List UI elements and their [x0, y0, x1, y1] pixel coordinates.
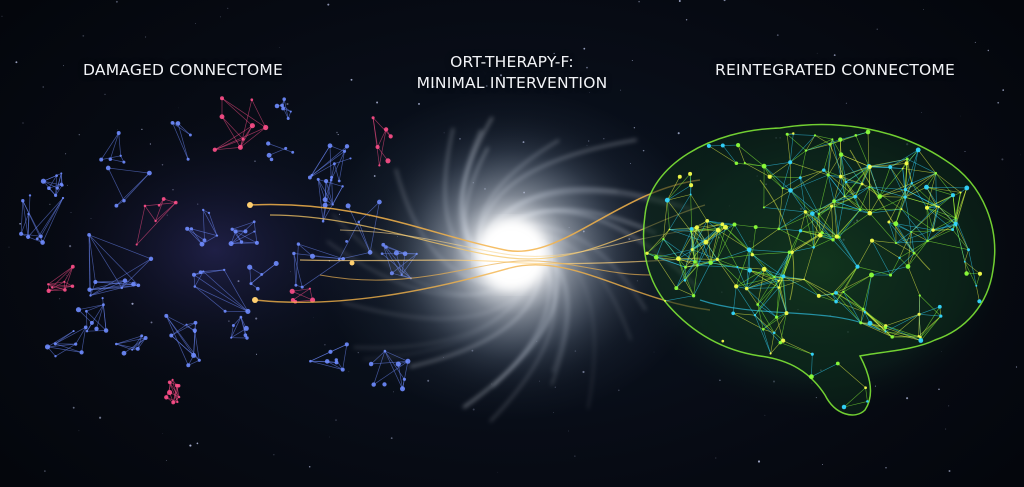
- therapy-title: ORT-THERAPY-F: MINIMAL INTERVENTION: [392, 52, 632, 94]
- reintegrated-connectome-label: REINTEGRATED CONNECTOME: [715, 61, 955, 79]
- damaged-connectome-label: DAMAGED CONNECTOME: [83, 61, 283, 79]
- therapy-title-line-1: ORT-THERAPY-F:: [450, 53, 574, 71]
- reintegrated-connectome: [620, 105, 1020, 425]
- damaged-connectome: [15, 96, 418, 405]
- therapy-title-line-2: MINIMAL INTERVENTION: [416, 74, 608, 92]
